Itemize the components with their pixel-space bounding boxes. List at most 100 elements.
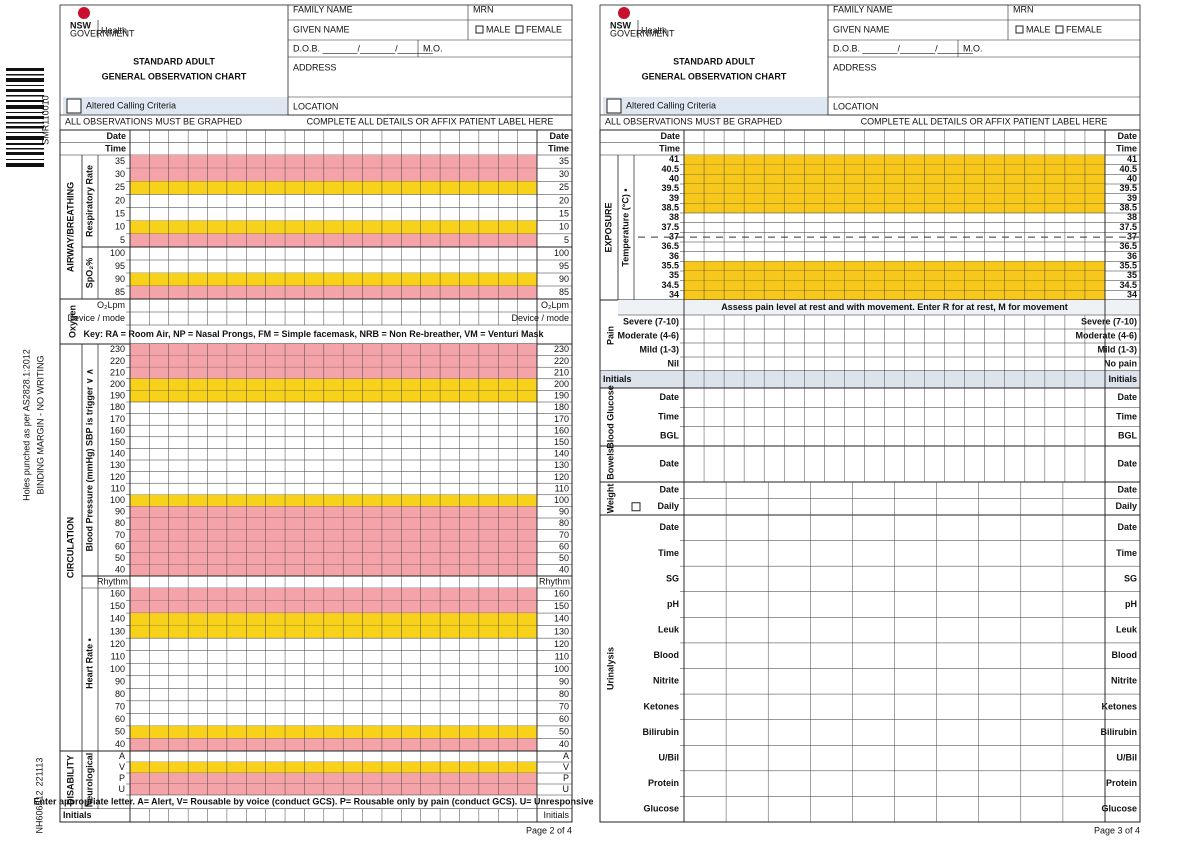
- row-label: 140: [110, 449, 125, 459]
- block-label: Heart Rate •: [84, 638, 94, 689]
- row-label-right: 15: [559, 209, 569, 219]
- row-label: SG: [666, 573, 679, 583]
- row-label-right: Initials: [543, 810, 569, 820]
- zone: [130, 390, 537, 402]
- health: Health: [101, 25, 127, 35]
- field-label: LOCATION: [293, 101, 338, 111]
- row-label-right: 36: [1127, 251, 1137, 261]
- zone: [684, 164, 1105, 175]
- row-label-right: Date: [549, 131, 569, 141]
- form-code: 221113: [34, 758, 44, 787]
- field-label: FAMILY NAME: [833, 4, 893, 14]
- logo-flower: [618, 7, 630, 19]
- row-label: Time: [659, 143, 680, 153]
- row-label: Severe (7-10): [623, 316, 679, 326]
- row-label: 100: [110, 248, 125, 258]
- row-label: 90: [115, 676, 125, 686]
- zone: [684, 261, 1105, 271]
- row-label-right: U/Bil: [1116, 752, 1137, 762]
- row-label: A: [119, 751, 125, 761]
- logo-sub: GOVERNMENT: [70, 28, 135, 38]
- row-label-right: 80: [559, 518, 569, 528]
- block-label: Oxygen: [67, 305, 77, 338]
- field-label: GIVEN NAME: [293, 24, 350, 34]
- row-label: 160: [110, 589, 125, 599]
- field-label: D.O.B. _______/_______/_______: [293, 43, 434, 53]
- row-label: 34: [669, 290, 679, 300]
- row-label-right: BGL: [1118, 431, 1138, 441]
- row-label: 230: [110, 344, 125, 354]
- row-label: 40.5: [661, 164, 679, 174]
- zone: [130, 344, 537, 356]
- row-label-right: 110: [555, 483, 569, 493]
- group-label: CIRCULATION: [65, 517, 75, 578]
- altered-calling: Altered Calling Criteria: [86, 100, 176, 110]
- row-label-right: 100: [554, 248, 569, 258]
- logo: NSW: [610, 20, 632, 30]
- checkbox: [475, 25, 484, 34]
- row-label-right: Bilirubin: [1101, 727, 1138, 737]
- row-label: U/Bil: [658, 752, 679, 762]
- zone: [684, 280, 1105, 291]
- row-label-right: 70: [559, 530, 569, 540]
- zone: [130, 773, 537, 784]
- row-label-right: Nitrite: [1111, 676, 1137, 686]
- row-label-right: 60: [559, 714, 569, 724]
- row-label-right: Time: [1116, 411, 1137, 421]
- initials-bg: [60, 809, 572, 822]
- row-label: 37.5: [661, 222, 679, 232]
- form-code: NH606512: [34, 790, 44, 833]
- zone: [130, 518, 537, 530]
- field-label: FEMALE: [526, 24, 562, 34]
- row-label: 85: [115, 287, 125, 297]
- row-label-right: 180: [554, 402, 569, 412]
- chart-title: GENERAL OBSERVATION CHART: [642, 71, 787, 81]
- zone: [130, 600, 537, 614]
- row-label: 120: [110, 639, 125, 649]
- row-label: Time: [658, 411, 679, 421]
- row-label: Time: [105, 143, 126, 153]
- row-label: 110: [111, 651, 125, 661]
- chart-title: GENERAL OBSERVATION CHART: [102, 71, 247, 81]
- row-label-right: 39.5: [1119, 183, 1137, 193]
- row-label-right: 30: [559, 169, 569, 179]
- row-label-right: 38: [1127, 212, 1137, 222]
- row-label-right: Protein: [1106, 778, 1137, 788]
- zone: [130, 564, 537, 576]
- altered-bg: [63, 97, 288, 115]
- row-label-right: 34.5: [1119, 280, 1137, 290]
- row-label: 60: [115, 714, 125, 724]
- row-label-right: 35.5: [1119, 261, 1137, 271]
- row-label-right: 50: [559, 727, 569, 737]
- field-label: M.O.: [423, 43, 443, 53]
- row-label-right: 35: [1127, 270, 1137, 280]
- row-label-right: Ketones: [1101, 701, 1137, 711]
- row-label: Ketones: [643, 701, 679, 711]
- checkbox: [606, 98, 622, 114]
- row-label: 70: [115, 701, 125, 711]
- row-label-right: Daily: [1115, 501, 1137, 511]
- zone: [130, 168, 537, 182]
- row-label: 90: [115, 507, 125, 517]
- row-label: Initials: [603, 374, 632, 384]
- row-label-right: 35: [559, 156, 569, 166]
- row-label-right: 34: [1127, 290, 1137, 300]
- row-label-right: 120: [554, 639, 569, 649]
- row-label: 160: [110, 425, 125, 435]
- logo-sub: GOVERNMENT: [610, 28, 675, 38]
- row-label-right: Time: [1116, 548, 1137, 558]
- zone: [130, 762, 537, 773]
- row-label: 34.5: [661, 280, 679, 290]
- row-label: Moderate (4-6): [617, 330, 679, 340]
- row-label: 40: [115, 565, 125, 575]
- row-label-right: 60: [559, 541, 569, 551]
- row-label: Bilirubin: [643, 727, 680, 737]
- zone: [684, 155, 1105, 165]
- initials-bg: [600, 371, 1140, 388]
- row-label-right: 40: [1127, 174, 1137, 184]
- field-label: FAMILY NAME: [293, 4, 353, 14]
- row-label: BGL: [660, 431, 680, 441]
- row-label: Rhythm: [97, 576, 128, 586]
- row-label: 40: [669, 174, 679, 184]
- group-label: EXPOSURE: [603, 202, 613, 252]
